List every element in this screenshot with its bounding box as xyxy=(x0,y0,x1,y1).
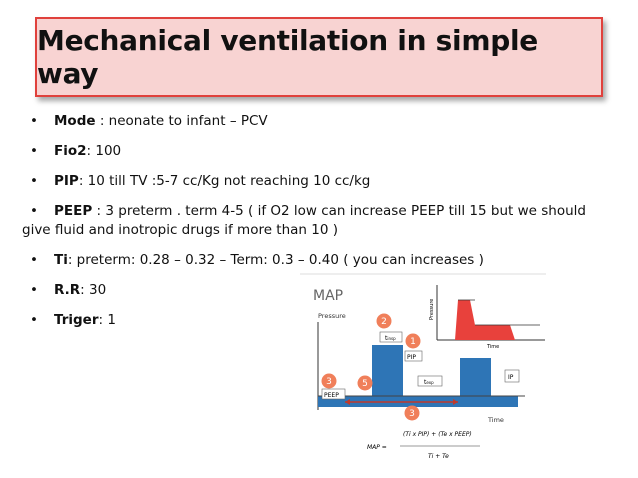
bullet: • R.R: 30 xyxy=(22,281,612,300)
marker-circle xyxy=(321,373,337,389)
bullet-label: Mode xyxy=(54,113,96,129)
formula-den: Ti + Te xyxy=(428,453,449,460)
bullet-dot: • xyxy=(30,203,38,219)
peep-label: PEEP xyxy=(324,392,339,399)
t-exp-sub: exp xyxy=(426,380,434,385)
ip-label: IP xyxy=(508,374,514,381)
inset-shape xyxy=(455,300,515,340)
bullet-label: Fio2 xyxy=(54,143,87,159)
marker-label: 5 xyxy=(362,379,368,389)
marker-label: 3 xyxy=(326,377,332,387)
title: Mechanical ventilation in simple way xyxy=(37,24,538,90)
markers: 2 1 3 5 3 xyxy=(321,313,421,421)
bullet-text: : 100 xyxy=(86,143,122,159)
waveform-pulse xyxy=(460,358,491,400)
label-box xyxy=(321,388,346,400)
bullet-label: Ti xyxy=(54,252,68,268)
bullet-text: : preterm: 0.28 – 0.32 – Term: 0.3 – 0.4… xyxy=(67,252,484,268)
t-exp-t: t xyxy=(424,379,427,386)
pip-label: PIP xyxy=(407,354,416,361)
t-insp-t: t xyxy=(385,335,388,342)
inset-y-label: Pressure xyxy=(429,299,435,320)
marker-circle xyxy=(405,333,421,349)
label-box xyxy=(404,350,423,362)
waveform-pulse xyxy=(372,345,403,400)
bullet: • PEEP : 3 preterm . term 4-5 ( if O2 low… xyxy=(22,202,612,240)
marker-circle xyxy=(376,313,392,329)
bullet-label: PEEP xyxy=(54,203,93,219)
label-box xyxy=(504,369,520,383)
bullet-text: : 30 xyxy=(80,282,107,298)
title-box: Mechanical ventilation in simple way xyxy=(35,17,603,97)
bullet-dot: • xyxy=(30,113,38,129)
bullet: • Ti: preterm: 0.28 – 0.32 – Term: 0.3 – … xyxy=(22,251,612,270)
marker-label: 1 xyxy=(410,337,416,347)
bullet-text: : 10 till TV :5-7 cc/Kg not reaching 10 … xyxy=(78,173,371,189)
bullet: • Triger: 1 xyxy=(22,311,612,330)
bullet-label: R.R xyxy=(54,282,81,298)
t-insp: tinsp xyxy=(385,335,396,342)
marker-circle xyxy=(357,375,373,391)
bullet-label: Triger xyxy=(54,312,99,328)
label-box xyxy=(417,375,443,387)
formula-lhs: MAP = xyxy=(367,444,387,451)
x-label: Time xyxy=(487,416,504,424)
label-box xyxy=(379,331,403,343)
bullet: • Fio2: 100 xyxy=(22,142,612,161)
bullet-dot: • xyxy=(30,312,38,328)
diagram-title: MAP xyxy=(313,288,343,304)
t-insp-sub: insp xyxy=(387,336,396,341)
marker-circle xyxy=(404,405,420,421)
bullet-text: : 1 xyxy=(98,312,116,328)
y-label: Pressure xyxy=(318,312,346,320)
bullet-dot: • xyxy=(30,143,38,159)
inset-line xyxy=(458,299,540,326)
bullet-text: : neonate to infant – PCV xyxy=(95,113,268,129)
bullet-list: • Mode : neonate to infant – PCV • Fio2: 10… xyxy=(22,112,612,341)
marker-label: 3 xyxy=(409,409,415,419)
bullet-dot: • xyxy=(30,282,38,298)
marker-label: 2 xyxy=(381,317,387,327)
bullet-text: : 3 preterm . term 4-5 ( if O2 low can i… xyxy=(22,203,586,238)
formula-num: (Ti x PIP) + (Te x PEEP) xyxy=(403,431,472,438)
bullet: • Mode : neonate to infant – PCV xyxy=(22,112,612,131)
t-exp: texp xyxy=(424,379,434,386)
bullet-label: PIP xyxy=(54,173,79,189)
bullet-dot: • xyxy=(30,173,38,189)
bullet: • PIP: 10 till TV :5-7 cc/Kg not reaching… xyxy=(22,172,612,191)
inset-x-label: Time xyxy=(486,344,499,350)
bullet-dot: • xyxy=(30,252,38,268)
